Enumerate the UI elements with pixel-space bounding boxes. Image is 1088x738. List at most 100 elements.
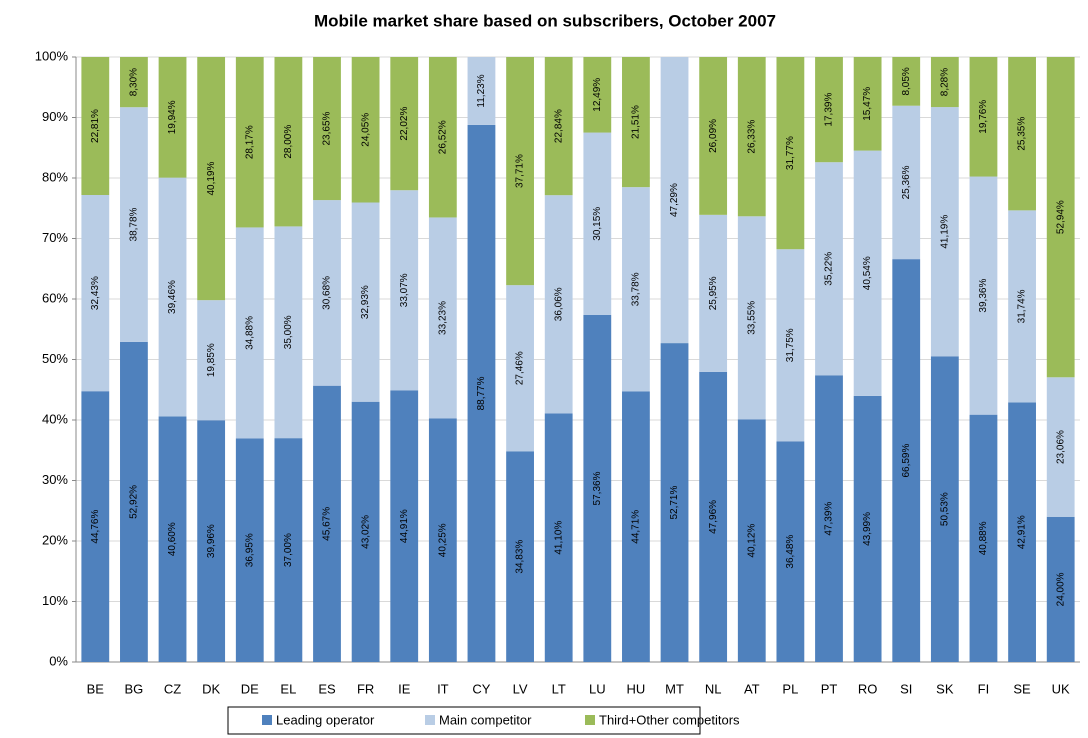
data-label: 52,92% [129, 485, 140, 519]
data-label: 40,60% [167, 522, 178, 556]
bar-segment [930, 107, 959, 357]
data-label: 40,54% [862, 256, 873, 290]
bar-segment [544, 195, 573, 414]
bar-segment [930, 57, 959, 108]
bar-segment [1008, 402, 1036, 662]
data-label: 36,95% [244, 533, 255, 567]
data-label: 26,09% [708, 119, 719, 153]
y-tick-label: 80% [42, 169, 68, 184]
data-label: 37,00% [283, 533, 294, 567]
data-label: 19,85% [206, 343, 217, 377]
x-tick-label: AT [744, 681, 760, 696]
data-label: 23,65% [322, 111, 333, 145]
data-label: 19,94% [167, 100, 178, 134]
x-tick-label: PT [821, 681, 838, 696]
x-tick-label: PL [782, 681, 798, 696]
data-label: 8,05% [901, 67, 912, 95]
bar-segment [351, 57, 380, 203]
data-label: 38,78% [129, 207, 140, 241]
bar-segment [274, 226, 303, 439]
data-label: 12,49% [592, 78, 603, 112]
data-label: 15,47% [862, 87, 873, 121]
x-tick-label: BG [125, 681, 144, 696]
x-tick-label: HU [627, 681, 646, 696]
data-label: 36,06% [553, 287, 564, 321]
y-tick-label: 40% [42, 411, 68, 426]
data-label: 33,23% [437, 301, 448, 335]
bar-segment [892, 259, 921, 662]
legend-swatch [585, 715, 595, 725]
bar-segment [776, 441, 805, 662]
data-label: 34,88% [244, 316, 255, 350]
x-tick-label: IE [398, 681, 411, 696]
bar-segment [892, 57, 921, 106]
x-tick-label: SI [900, 681, 912, 696]
y-tick-label: 20% [42, 532, 68, 547]
data-label: 45,67% [322, 507, 333, 541]
bar-segment [930, 356, 959, 662]
data-label: 50,53% [939, 492, 950, 526]
data-label: 31,77% [785, 136, 796, 170]
data-label: 40,19% [206, 162, 217, 196]
x-tick-label: NL [705, 681, 722, 696]
bar-segment [120, 107, 148, 342]
data-label: 22,02% [399, 107, 410, 141]
data-label: 42,91% [1017, 515, 1028, 549]
bar-segment [235, 438, 264, 662]
data-label: 44,76% [90, 510, 101, 544]
bar-segment [583, 57, 612, 133]
bar-segment [506, 57, 534, 286]
bar-segment [622, 187, 650, 392]
bar-segment [235, 57, 264, 228]
bar-segment [158, 177, 187, 417]
bar-segment [197, 300, 226, 421]
y-tick-label: 70% [42, 230, 68, 245]
legend [227, 706, 701, 735]
bar-segment [1046, 377, 1075, 517]
y-tick-label: 50% [42, 351, 68, 366]
bar-segment [737, 57, 766, 217]
data-label: 47,39% [824, 502, 835, 536]
x-tick-label: BE [87, 681, 105, 696]
bar-segment [313, 200, 341, 386]
bar-segment [583, 132, 612, 315]
bar-segment [197, 57, 226, 301]
legend-swatch [262, 715, 272, 725]
data-label: 25,95% [708, 276, 719, 310]
bar-segment [1008, 210, 1036, 403]
data-label: 57,36% [592, 471, 603, 505]
x-tick-label: RO [858, 681, 878, 696]
bar-segment [506, 285, 534, 452]
bar-segment [737, 216, 766, 420]
x-tick-label: CZ [164, 681, 181, 696]
data-label: 28,00% [283, 125, 294, 159]
bar-segment [969, 176, 998, 415]
legend-label: Third+Other competitors [599, 712, 740, 727]
x-tick-label: EL [280, 681, 296, 696]
data-label: 52,71% [669, 485, 680, 519]
data-label: 19,76% [978, 100, 989, 134]
legend-label: Leading operator [276, 712, 375, 727]
bar-segment [390, 390, 419, 662]
data-label: 52,94% [1055, 200, 1066, 234]
data-label: 39,96% [206, 524, 217, 558]
data-label: 28,17% [244, 125, 255, 159]
data-label: 40,25% [437, 523, 448, 557]
bar-segment [351, 202, 380, 402]
y-tick-label: 10% [42, 593, 68, 608]
data-label: 21,51% [631, 105, 642, 139]
bar-segment [313, 57, 341, 201]
x-tick-label: CY [472, 681, 490, 696]
data-label: 47,96% [708, 500, 719, 534]
y-tick-label: 30% [42, 472, 68, 487]
data-label: 35,22% [824, 252, 835, 286]
x-tick-label: FI [978, 681, 990, 696]
data-label: 39,46% [167, 280, 178, 314]
data-label: 88,77% [476, 376, 487, 410]
y-tick-label: 90% [42, 109, 68, 124]
bar-segment [776, 57, 805, 250]
data-label: 39,36% [978, 279, 989, 313]
x-tick-label: IT [437, 681, 449, 696]
data-label: 43,02% [360, 515, 371, 549]
data-label: 27,46% [515, 351, 526, 385]
